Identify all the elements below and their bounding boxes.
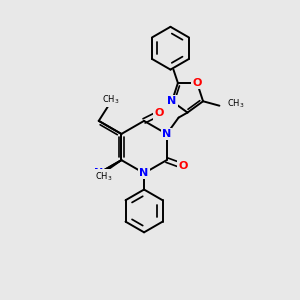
Text: N: N xyxy=(167,96,177,106)
Text: O: O xyxy=(154,108,164,118)
Text: O: O xyxy=(178,161,188,171)
Text: N: N xyxy=(140,168,149,178)
Text: N: N xyxy=(162,129,171,139)
Text: N: N xyxy=(94,168,104,178)
Text: CH$_3$: CH$_3$ xyxy=(227,98,244,110)
Text: CH$_3$: CH$_3$ xyxy=(95,170,112,183)
Text: CH$_3$: CH$_3$ xyxy=(102,94,119,106)
Text: O: O xyxy=(192,78,202,88)
